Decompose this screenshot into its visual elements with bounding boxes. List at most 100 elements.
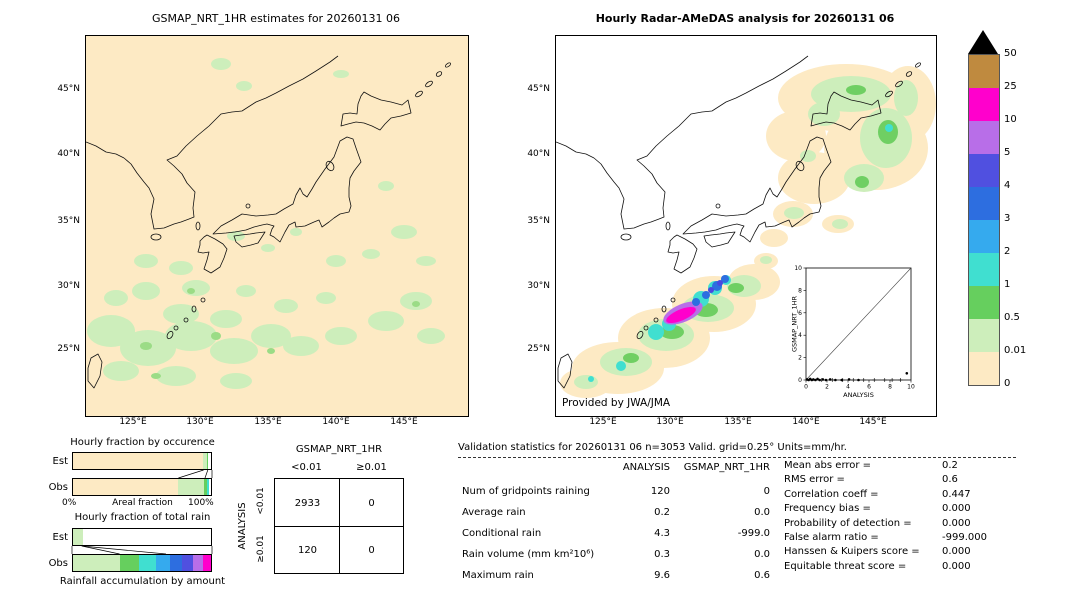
left-map-svg [85,36,468,416]
stats-row-gsmap: 0.0 [754,507,770,518]
skill-metrics: Mean abs error = 0.2 RMS error = 0.6 Corre… [784,459,987,574]
stats-divider [458,457,1016,458]
right-precip-blue [692,275,729,306]
metric-label: False alarm ratio = [784,531,879,543]
obs-label: Obs [48,482,68,493]
axis-0pct: 0% [62,498,77,508]
inset-ytick: 4 [798,332,802,339]
right-map: 0 2 4 6 8 10 0 2 4 6 8 10 ANALYSIS GSMAP… [555,35,937,417]
right-precip-magenta [666,306,696,324]
stats-row-analysis: 120 [650,486,670,497]
occurrence-est-bar [72,452,212,470]
inset-ytick: 8 [798,287,802,294]
lat-tick: 40°N [57,149,80,159]
stats-row-analysis: 0.2 [654,507,670,518]
contingency-hline [275,526,403,527]
inset-ytick: 10 [794,265,802,272]
metric-value: 0.447 [942,488,971,500]
contingency-row-header: <0.01 [256,487,266,515]
colorbar-over-triangle [968,30,998,54]
stats-row-gsmap: 0.6 [754,570,770,581]
metric-label: Probability of detection = [784,517,912,529]
contingency-cell: 2933 [294,497,321,509]
contingency-col-header: ≥0.01 [356,462,387,473]
metric-value: 0.000 [942,546,971,558]
colorbar-segments [968,54,1000,386]
left-map-title: GSMAP_NRT_1HR estimates for 20260131 06 [151,12,401,25]
totalrain-title: Hourly fraction of total rain [74,512,211,523]
lat-tick: 25°N [527,344,550,354]
contingency-grid: 2933 0 120 0 [274,478,404,574]
stats-row-label: Conditional rain [462,528,542,539]
lat-tick: 45°N [527,84,550,94]
lat-tick: 30°N [527,281,550,291]
inset-ytick: 2 [798,355,802,362]
metric-label: Hanssen & Kuipers score = [784,546,920,558]
stats-row-analysis: 0.3 [654,549,670,560]
accumulation-caption: Rainfall accumulation by amount [59,576,226,587]
inset-xtick: 6 [867,384,871,391]
stats-row-gsmap: 0.0 [754,549,770,560]
lon-tick: 145°E [859,417,887,427]
right-coastline [555,55,922,389]
stats-row-label: Num of gridpoints raining [462,486,590,497]
metric-value: 0.000 [942,517,971,529]
inset-xtick: 4 [846,384,850,391]
areal-fraction-label: Areal fraction [112,498,173,508]
totalrain-est-bar [72,528,212,546]
stats-row-gsmap: 0 [763,486,770,497]
stats-col-analysis: ANALYSIS [622,462,670,473]
contingency-cell: 120 [297,544,318,556]
lon-tick: 125°E [119,417,147,427]
inset-ytick: 6 [798,310,802,317]
lon-tick: 135°E [724,417,752,427]
metric-label: Correlation coeff = [784,488,879,500]
lon-tick: 125°E [589,417,617,427]
lon-tick: 140°E [792,417,820,427]
stats-row-label: Rain volume (mm km²10⁶) [462,549,595,560]
lon-tick: 145°E [390,417,418,427]
contingency-title: GSMAP_NRT_1HR [295,444,383,455]
stats-row-label: Maximum rain [462,570,534,581]
est-label: Est [52,456,68,467]
metric-label: Equitable threat score = [784,560,907,572]
right-map-title: Hourly Radar-AMeDAS analysis for 2026013… [595,12,895,25]
lon-tick: 140°E [322,417,350,427]
metric-value: 0.000 [942,503,971,515]
metric-value: 0.000 [942,560,971,572]
left-precip-light [87,58,445,389]
stats-row-analysis: 9.6 [654,570,670,581]
est-label: Est [52,532,68,543]
lat-tick: 35°N [57,216,80,226]
occurrence-obs-bar [72,478,212,496]
obs-label: Obs [48,558,68,569]
metric-value: 0.2 [942,460,958,471]
contingency-row-header: ≥0.01 [256,535,266,563]
inset-xtick: 8 [888,384,892,391]
contingency-cell: 0 [368,497,375,509]
metric-label: Frequency bias = [784,503,871,515]
lat-tick: 30°N [57,281,80,291]
stats-row-label: Average rain [462,507,526,518]
inset-xtick: 10 [907,384,915,391]
contingency-cell: 0 [368,544,375,556]
stats-row-gsmap: -999.0 [737,528,770,539]
metric-label: Mean abs error = [784,460,872,471]
stats-col-gsmap: GSMAP_NRT_1HR [683,462,770,473]
occurrence-title: Hourly fraction by occurence [70,437,215,448]
axis-100pct: 100% [188,498,214,508]
totalrain-obs-bar [72,554,212,572]
lon-tick: 130°E [186,417,214,427]
right-precip-darkblue [708,280,723,293]
lon-tick: 130°E [656,417,684,427]
metric-value: -999.000 [942,531,987,543]
credit-text: Provided by JWA/JMA [562,397,671,409]
stats-row-analysis: 4.3 [654,528,670,539]
left-coastline [85,55,452,389]
inset-points [805,371,909,382]
colorbar-labels: 50 25 10 5 4 3 2 1 0.5 0.01 0 [1004,48,1027,389]
inset-xtick: 2 [825,384,829,391]
contingency-row-axis: ANALYSIS [237,502,248,550]
metric-value: 0.6 [942,474,958,486]
